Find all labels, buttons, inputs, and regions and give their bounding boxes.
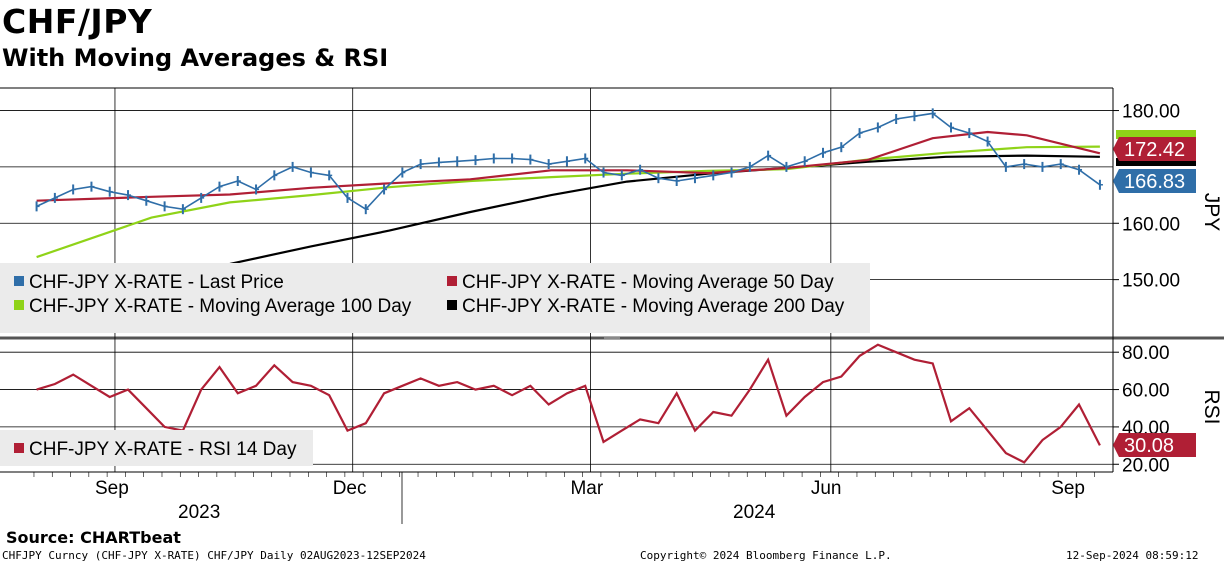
x-tick-label: Sep <box>1051 478 1085 499</box>
rsi-axis-title: RSI <box>1200 389 1223 424</box>
y-tick-label: 80.00 <box>1122 343 1170 364</box>
y-tick-label: 150.00 <box>1122 271 1180 292</box>
footer-copyright: Copyright© 2024 Bloomberg Finance L.P. <box>640 549 892 562</box>
footer-timestamp: 12-Sep-2024 08:59:12 <box>1066 549 1199 562</box>
x-tick-label: Jun <box>811 478 842 499</box>
ma50-value-tag: 172.42 <box>1113 137 1196 161</box>
legend-swatch-ma100 <box>14 300 24 310</box>
source-note: Source: CHARTbeat <box>6 528 181 547</box>
chart-title: CHF/JPY <box>2 2 153 41</box>
legend-swatch-rsi <box>14 443 24 453</box>
series-line-ma50 <box>36 130 1101 202</box>
y-tick-label: 20.00 <box>1122 455 1170 476</box>
x-tick-label: Sep <box>95 478 129 499</box>
legend-label-ma50: CHF-JPY X-RATE - Moving Average 50 Day <box>462 272 834 293</box>
ma50-value-tag-text: 172.42 <box>1124 139 1185 161</box>
legend-label-ma200: CHF-JPY X-RATE - Moving Average 200 Day <box>462 296 845 317</box>
series-layer <box>35 108 1103 464</box>
series-line-rsi <box>36 343 1101 464</box>
chart-subtitle: With Moving Averages & RSI <box>2 44 389 72</box>
footer-ticker-info: CHFJPY Curncy (CHF-JPY X-RATE) CHF/JPY D… <box>2 549 426 562</box>
legend-swatch-price <box>14 276 24 286</box>
rsi-legend-box <box>0 430 313 466</box>
price-value-tag-bg <box>1113 169 1196 193</box>
price-value-tag-text: 166.83 <box>1124 171 1185 193</box>
rsi-value-tag: 30.08 <box>1113 433 1196 457</box>
price-value-tag: 166.83 <box>1113 169 1196 193</box>
x-tick-label: Mar <box>570 478 603 499</box>
legend-label-ma100: CHF-JPY X-RATE - Moving Average 100 Day <box>29 296 412 317</box>
legend-layer: CHF-JPY X-RATE - Last Price CHF-JPY X-RAT… <box>0 263 870 466</box>
year-label: 2024 <box>733 502 776 523</box>
rsi-value-tag-bg <box>1113 433 1196 457</box>
y-tick-label: 160.00 <box>1122 214 1180 235</box>
label-layer: 172.42 166.83 30.08 <box>1113 130 1196 457</box>
rsi-value-tag-text: 30.08 <box>1124 435 1174 457</box>
y-tick-label: 180.00 <box>1122 102 1180 123</box>
series-line-ma100 <box>36 145 1100 259</box>
legend-label-rsi: CHF-JPY X-RATE - RSI 14 Day <box>29 439 297 460</box>
year-label: 2023 <box>178 502 220 523</box>
legend-swatch-ma200 <box>447 300 457 310</box>
ma100-value-tag <box>1116 130 1196 139</box>
legend-label-price: CHF-JPY X-RATE - Last Price <box>29 272 284 293</box>
x-tick-label: Dec <box>333 478 367 499</box>
ma50-value-tag-bg <box>1113 137 1196 161</box>
price-legend-box <box>0 263 870 333</box>
series-price <box>35 108 1103 215</box>
y-tick-label: 60.00 <box>1122 381 1170 402</box>
price-axis-title: JPY <box>1200 193 1223 232</box>
series-line-ma200 <box>36 154 1100 295</box>
legend-swatch-ma50 <box>447 276 457 286</box>
ma200-value-tag <box>1116 158 1196 166</box>
